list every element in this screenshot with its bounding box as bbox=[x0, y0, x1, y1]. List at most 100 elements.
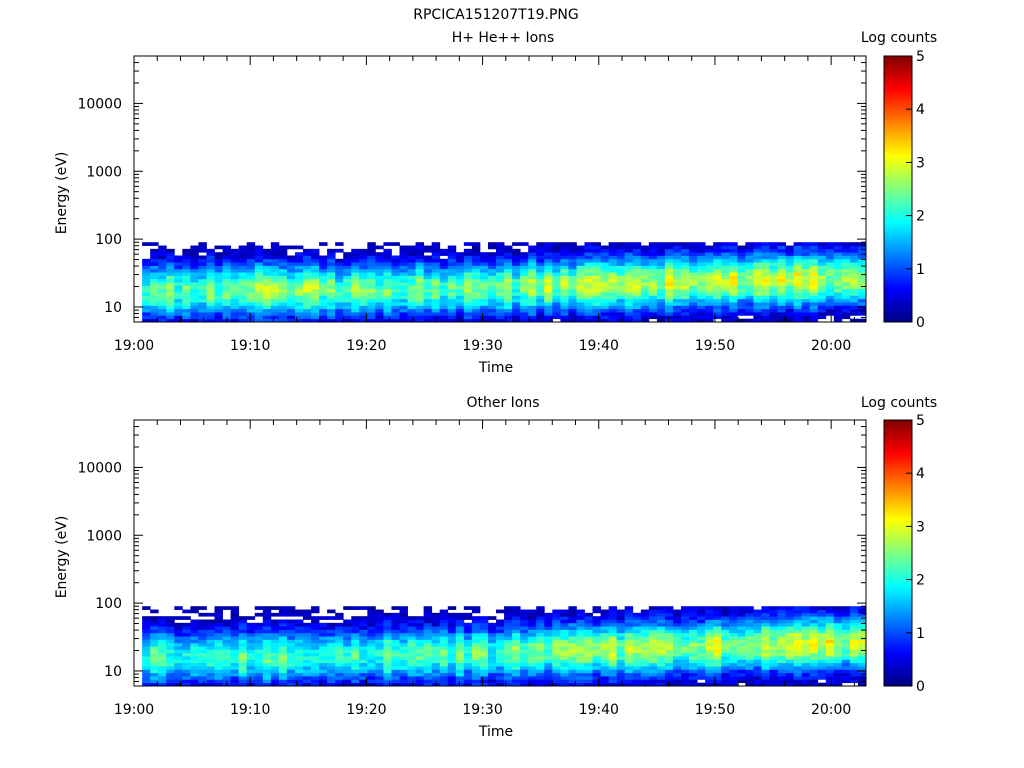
panel1-cell bbox=[536, 315, 545, 320]
panel1-cell bbox=[512, 308, 521, 313]
panel2-cell bbox=[399, 682, 408, 686]
panel1-cell bbox=[584, 318, 593, 322]
panel2-cell bbox=[375, 666, 384, 670]
panel1-cell bbox=[544, 252, 553, 256]
panel1-cell bbox=[399, 318, 408, 322]
panel2-cell bbox=[214, 666, 223, 670]
panel2-cell bbox=[713, 662, 722, 667]
panel2-cell bbox=[721, 606, 730, 610]
panel1-cell bbox=[729, 272, 738, 276]
panel1-cell bbox=[174, 275, 183, 280]
panel1-cell bbox=[705, 265, 714, 270]
panel2-cell bbox=[689, 672, 698, 677]
panel2-cell bbox=[174, 672, 183, 677]
panel2-cell bbox=[150, 669, 159, 674]
panel1-cell bbox=[849, 242, 859, 246]
panel1-cell bbox=[238, 288, 248, 293]
panel2-cell bbox=[262, 619, 272, 624]
panel2-cell bbox=[544, 666, 553, 670]
panel1-cell bbox=[769, 265, 778, 270]
panel1-cell bbox=[150, 262, 159, 266]
panel1-xtick-label: 19:30 bbox=[462, 338, 502, 354]
panel1-cell bbox=[302, 272, 312, 276]
panel1-cell bbox=[809, 268, 819, 273]
panel1-cell bbox=[319, 305, 328, 310]
panel2-cell bbox=[158, 616, 167, 620]
panel2-cell bbox=[311, 619, 320, 624]
panel1-cell bbox=[246, 318, 256, 322]
panel2-cell bbox=[278, 649, 288, 654]
panel2-cell bbox=[825, 666, 835, 670]
panel2-cell bbox=[536, 639, 545, 644]
panel1-cell bbox=[319, 255, 328, 260]
panel2-cell bbox=[672, 609, 682, 614]
panel2-cell bbox=[174, 639, 183, 644]
panel1-cell bbox=[737, 305, 746, 310]
panel1-cell bbox=[302, 285, 312, 290]
panel1-cell bbox=[479, 315, 489, 320]
panel2-cell bbox=[286, 646, 296, 650]
panel2-cell bbox=[761, 672, 770, 677]
panel1-cell bbox=[375, 295, 384, 300]
panel1-cell bbox=[697, 285, 706, 290]
panel2-cell bbox=[487, 652, 497, 657]
panel1-cell bbox=[520, 242, 529, 246]
panel1-cell bbox=[423, 285, 433, 290]
panel1-cell bbox=[335, 305, 344, 310]
panel2-cell bbox=[383, 649, 392, 654]
panel2-cell bbox=[327, 626, 336, 630]
panel2-cell bbox=[568, 622, 577, 627]
panel1-cell bbox=[777, 282, 786, 286]
panel1-cell bbox=[182, 305, 191, 310]
panel1-cell bbox=[785, 265, 795, 270]
panel2-cell bbox=[238, 639, 248, 644]
panel1-cell bbox=[697, 288, 706, 293]
panel2-cell bbox=[142, 622, 151, 627]
panel2-cell bbox=[375, 656, 384, 660]
panel1-cell bbox=[190, 278, 199, 283]
panel1-cell bbox=[367, 318, 376, 322]
panel2-cell bbox=[833, 612, 843, 617]
panel1-cell bbox=[825, 302, 835, 306]
panel2-cell bbox=[560, 609, 569, 614]
panel2-cell bbox=[391, 672, 400, 677]
panel1-cell bbox=[302, 258, 312, 263]
panel2-cell bbox=[439, 636, 449, 640]
panel2-cell bbox=[504, 609, 513, 614]
panel2-cell bbox=[294, 636, 304, 640]
panel2-cell bbox=[801, 609, 811, 614]
panel1-cell bbox=[753, 255, 762, 260]
panel2-cell bbox=[439, 646, 449, 650]
panel2-cell bbox=[817, 609, 827, 614]
panel1-cell bbox=[576, 308, 585, 313]
panel1-cell bbox=[479, 268, 489, 273]
panel2-cell bbox=[841, 622, 851, 627]
panel2-cell bbox=[214, 626, 223, 630]
panel1-cell bbox=[536, 275, 545, 280]
panel2-cell bbox=[158, 649, 167, 654]
panel2-cell bbox=[713, 656, 722, 660]
panel2-cell bbox=[608, 636, 618, 640]
panel1-cell bbox=[423, 305, 433, 310]
panel2-ytick-label: 1000 bbox=[86, 528, 122, 544]
panel2-cell bbox=[367, 612, 376, 617]
panel2-cell bbox=[624, 656, 634, 660]
panel2-cell bbox=[857, 652, 866, 657]
panel2-cell bbox=[801, 676, 811, 680]
panel1-cell bbox=[206, 298, 215, 303]
panel1-cell bbox=[367, 248, 376, 253]
panel1-cell bbox=[343, 258, 352, 263]
panel2-cell bbox=[528, 629, 537, 634]
panel1-cell bbox=[528, 292, 537, 296]
panel1-cell bbox=[238, 282, 248, 286]
panel1-cell bbox=[174, 272, 183, 276]
panel1-cell bbox=[568, 258, 577, 263]
panel1-cell bbox=[761, 292, 770, 296]
panel2-cell bbox=[190, 676, 199, 680]
panel2-cell bbox=[552, 649, 561, 654]
panel1-cell bbox=[190, 245, 199, 250]
panel2-cell bbox=[158, 652, 167, 657]
panel1-cell bbox=[745, 288, 754, 293]
panel2-cell bbox=[745, 659, 754, 664]
panel1-cell bbox=[656, 305, 666, 310]
